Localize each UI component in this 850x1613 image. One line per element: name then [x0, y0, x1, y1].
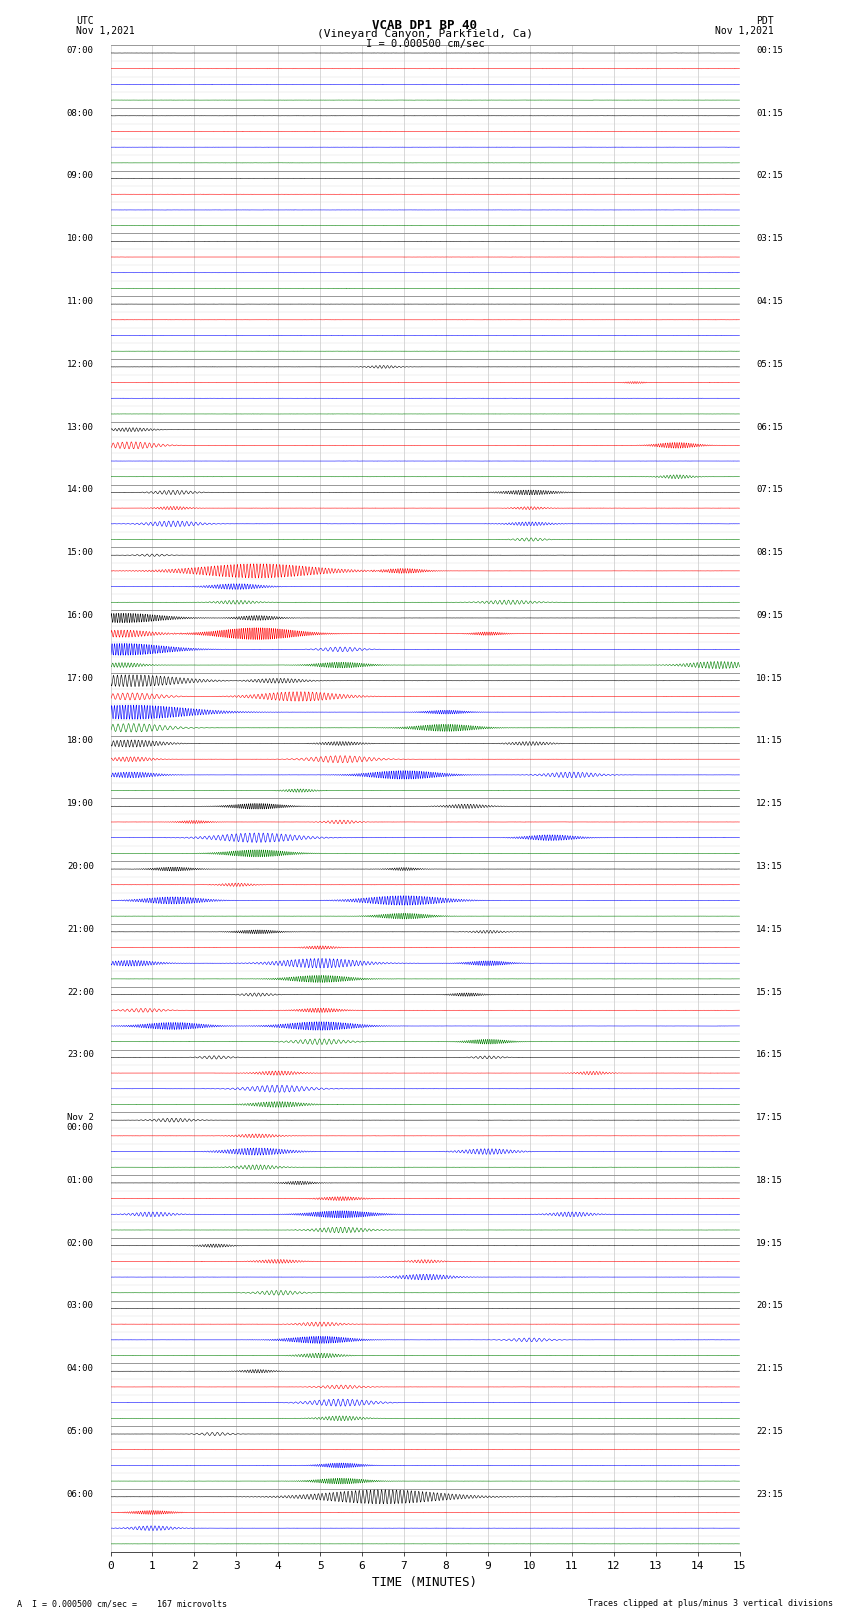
Text: 23:15: 23:15: [756, 1490, 783, 1498]
Text: 21:15: 21:15: [756, 1365, 783, 1373]
Text: 14:00: 14:00: [67, 486, 94, 494]
Text: 03:00: 03:00: [67, 1302, 94, 1310]
Text: 19:15: 19:15: [756, 1239, 783, 1247]
Text: 22:15: 22:15: [756, 1428, 783, 1436]
Text: 17:15: 17:15: [756, 1113, 783, 1123]
Text: 09:15: 09:15: [756, 611, 783, 619]
Text: 05:15: 05:15: [756, 360, 783, 369]
Text: 22:00: 22:00: [67, 987, 94, 997]
Text: PDT: PDT: [756, 16, 774, 26]
Text: 02:15: 02:15: [756, 171, 783, 181]
Text: 11:15: 11:15: [756, 737, 783, 745]
Text: 08:15: 08:15: [756, 548, 783, 556]
Text: 11:00: 11:00: [67, 297, 94, 306]
Text: 06:15: 06:15: [756, 423, 783, 432]
Text: A  I = 0.000500 cm/sec =    167 microvolts: A I = 0.000500 cm/sec = 167 microvolts: [17, 1598, 227, 1608]
Text: 09:00: 09:00: [67, 171, 94, 181]
Text: 18:15: 18:15: [756, 1176, 783, 1186]
Text: 16:00: 16:00: [67, 611, 94, 619]
Text: 08:00: 08:00: [67, 108, 94, 118]
Text: Traces clipped at plus/minus 3 vertical divisions: Traces clipped at plus/minus 3 vertical …: [588, 1598, 833, 1608]
Text: 10:00: 10:00: [67, 234, 94, 244]
Text: 05:00: 05:00: [67, 1428, 94, 1436]
Text: 04:15: 04:15: [756, 297, 783, 306]
Text: 21:00: 21:00: [67, 924, 94, 934]
Text: 19:00: 19:00: [67, 798, 94, 808]
Text: 17:00: 17:00: [67, 674, 94, 682]
Text: 23:00: 23:00: [67, 1050, 94, 1060]
Text: 01:15: 01:15: [756, 108, 783, 118]
Text: Nov 1,2021: Nov 1,2021: [76, 26, 135, 35]
Text: I = 0.000500 cm/sec: I = 0.000500 cm/sec: [366, 39, 484, 48]
Text: 03:15: 03:15: [756, 234, 783, 244]
Text: Nov 2
00:00: Nov 2 00:00: [67, 1113, 94, 1132]
Text: UTC: UTC: [76, 16, 94, 26]
Text: Nov 1,2021: Nov 1,2021: [715, 26, 774, 35]
Text: 12:00: 12:00: [67, 360, 94, 369]
Text: 18:00: 18:00: [67, 737, 94, 745]
Text: VCAB DP1 BP 40: VCAB DP1 BP 40: [372, 19, 478, 32]
Text: 01:00: 01:00: [67, 1176, 94, 1186]
Text: 02:00: 02:00: [67, 1239, 94, 1247]
Text: 00:15: 00:15: [756, 45, 783, 55]
Text: 15:00: 15:00: [67, 548, 94, 556]
Text: 16:15: 16:15: [756, 1050, 783, 1060]
X-axis label: TIME (MINUTES): TIME (MINUTES): [372, 1576, 478, 1589]
Text: 20:00: 20:00: [67, 861, 94, 871]
Text: 13:00: 13:00: [67, 423, 94, 432]
Text: 06:00: 06:00: [67, 1490, 94, 1498]
Text: 20:15: 20:15: [756, 1302, 783, 1310]
Text: 10:15: 10:15: [756, 674, 783, 682]
Text: 12:15: 12:15: [756, 798, 783, 808]
Text: 07:00: 07:00: [67, 45, 94, 55]
Text: (Vineyard Canyon, Parkfield, Ca): (Vineyard Canyon, Parkfield, Ca): [317, 29, 533, 39]
Text: 04:00: 04:00: [67, 1365, 94, 1373]
Text: 13:15: 13:15: [756, 861, 783, 871]
Text: 15:15: 15:15: [756, 987, 783, 997]
Text: 14:15: 14:15: [756, 924, 783, 934]
Text: 07:15: 07:15: [756, 486, 783, 494]
